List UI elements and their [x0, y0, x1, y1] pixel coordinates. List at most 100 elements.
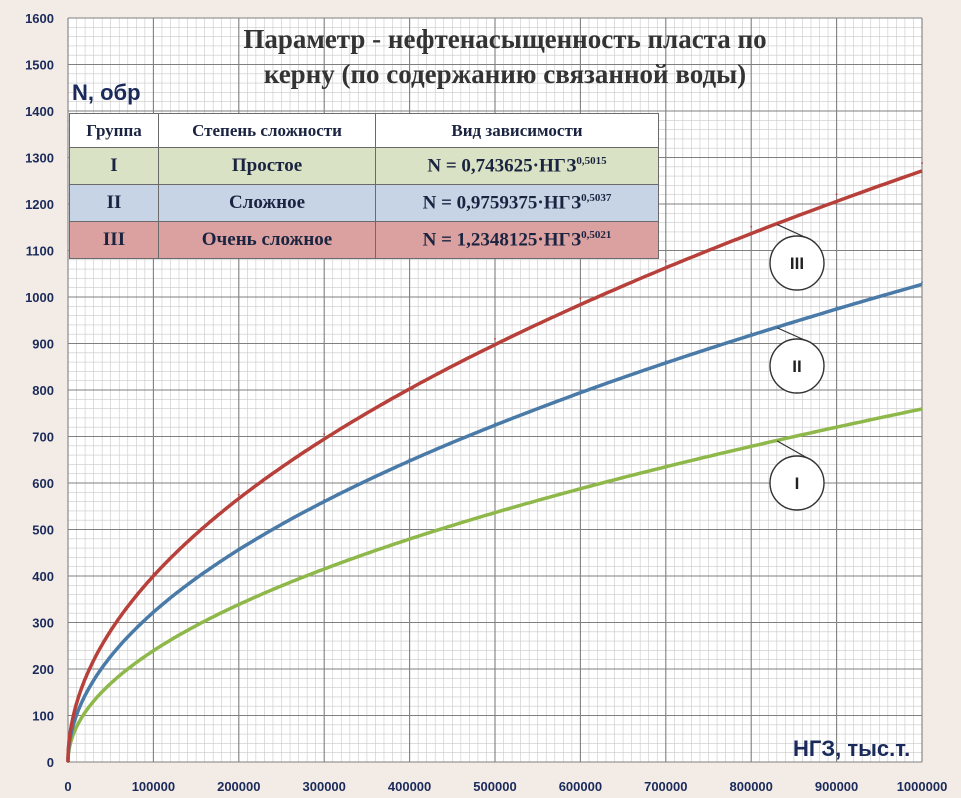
curve-label-text: III	[790, 254, 804, 273]
series-2-point	[152, 609, 155, 612]
chart-title-line-1: Параметр - нефтенасыщенность пласта по	[243, 24, 766, 54]
legend-row-group-2: II Сложное N = 0,9759375·НГЗ0,5037	[69, 184, 659, 222]
complexity-cell: Сложное	[158, 184, 376, 222]
series-3-point	[750, 225, 753, 228]
curve-label-circle	[769, 235, 825, 291]
complexity-cell: Очень сложное	[158, 221, 376, 259]
series-1-point	[921, 408, 923, 411]
y-axis-label: N, обр	[72, 80, 141, 105]
series-2-point	[237, 547, 240, 549]
series-2-line	[66, 282, 923, 763]
y-tick-label: 0	[47, 755, 54, 770]
curve-label-text: II	[792, 357, 801, 376]
formula-exponent: 0,5037	[581, 191, 612, 204]
y-tick-label: 100	[32, 709, 54, 724]
series-2-point	[323, 498, 326, 501]
formula-cell: N = 0,743625·НГЗ0,5015	[375, 147, 659, 185]
series-3-point	[921, 162, 923, 164]
series-1-point	[664, 466, 667, 469]
legend-row-group-1: I Простое N = 0,743625·НГЗ0,5015	[69, 147, 659, 185]
x-tick-label: 1000000	[897, 779, 948, 794]
x-tick-label: 500000	[473, 779, 516, 794]
y-tick-label: 400	[32, 569, 54, 584]
series-2-point	[579, 389, 582, 392]
series-3-point	[408, 382, 411, 385]
header-complexity: Степень сложности	[158, 113, 376, 148]
series-3-point	[109, 627, 112, 630]
y-tick-label: 300	[32, 616, 54, 631]
formula-exponent: 0,5015	[576, 154, 607, 167]
x-axis-ticks: 0 100000 200000 300000 400000 500000 600000 700…	[64, 779, 947, 794]
formula-cell: N = 0,9759375·НГЗ0,5037	[375, 184, 659, 222]
formula-base: N = 0,743625·НГЗ	[427, 155, 577, 177]
x-tick-label: 700000	[644, 779, 687, 794]
x-tick-label: 900000	[815, 779, 858, 794]
curve-label-circle	[769, 455, 825, 511]
curve-label-text: I	[795, 474, 800, 493]
series-2-point	[494, 422, 496, 424]
series-3-point	[323, 433, 326, 436]
x-tick-label: 200000	[217, 779, 260, 794]
series-2-point	[835, 305, 838, 308]
series-3-line	[66, 169, 923, 763]
series-1-line	[66, 407, 923, 763]
x-tick-label: 600000	[559, 779, 602, 794]
x-tick-label: 0	[64, 779, 71, 794]
formula-exponent: 0,5021	[581, 228, 612, 241]
formula-base: N = 1,2348125·НГЗ	[422, 229, 582, 251]
series-1-point	[237, 603, 240, 606]
series-2-point	[750, 331, 753, 334]
y-tick-label: 1400	[25, 104, 54, 119]
series-2-point	[109, 654, 112, 656]
group-cell: III	[69, 221, 159, 259]
y-tick-label: 1200	[25, 197, 54, 212]
x-axis-label: НГЗ, тыс.т.	[793, 736, 910, 761]
y-tick-label: 1100	[26, 244, 54, 259]
series-2-point	[921, 281, 923, 284]
series-3-point	[152, 572, 155, 575]
series-3-point	[67, 761, 69, 763]
y-tick-label: 900	[32, 337, 54, 352]
y-tick-label: 1000	[25, 290, 54, 305]
series-1-point	[323, 568, 326, 570]
series-1-point	[109, 682, 112, 685]
y-tick-label: 800	[32, 383, 54, 398]
header-group: Группа	[69, 113, 159, 148]
y-tick-label: 500	[32, 523, 54, 538]
y-tick-label: 600	[32, 476, 54, 491]
chart-title-line-2: керну (по содержанию связанной воды)	[264, 59, 746, 89]
x-tick-label: 400000	[388, 779, 431, 794]
x-tick-label: 800000	[730, 779, 773, 794]
y-tick-label: 1300	[25, 151, 54, 166]
series-2-point	[664, 359, 667, 362]
group-cell: I	[69, 147, 159, 185]
series-2-point	[408, 457, 411, 460]
series-3-point	[494, 337, 496, 340]
y-tick-label: 1600	[25, 11, 54, 26]
series-3-point	[664, 260, 667, 263]
header-formula: Вид зависимости	[375, 113, 659, 148]
y-tick-label: 700	[32, 430, 54, 445]
complexity-cell: Простое	[158, 147, 376, 185]
y-tick-label: 200	[32, 662, 54, 677]
formula-legend-table: Группа Степень сложности Вид зависимости…	[69, 113, 659, 259]
x-tick-label: 100000	[132, 779, 175, 794]
group-cell: II	[69, 184, 159, 222]
series-3-point	[237, 493, 240, 496]
series-layer	[66, 162, 923, 763]
formula-cell: N = 1,2348125·НГЗ0,5021	[375, 221, 659, 259]
series-1-point	[152, 649, 155, 652]
series-1-point	[494, 511, 496, 514]
y-tick-label: 1500	[25, 58, 54, 73]
curve-label-circle	[769, 338, 825, 394]
legend-header-row: Группа Степень сложности Вид зависимости	[69, 113, 659, 148]
series-3-point	[579, 297, 582, 300]
curve-label-leader	[776, 440, 810, 460]
formula-base: N = 0,9759375·НГЗ	[422, 192, 582, 214]
series-1-point	[579, 488, 582, 490]
series-1-point	[835, 426, 838, 429]
series-3-point	[835, 193, 838, 196]
x-tick-label: 300000	[303, 779, 346, 794]
legend-row-group-3: III Очень сложное N = 1,2348125·НГЗ0,502…	[69, 221, 659, 259]
